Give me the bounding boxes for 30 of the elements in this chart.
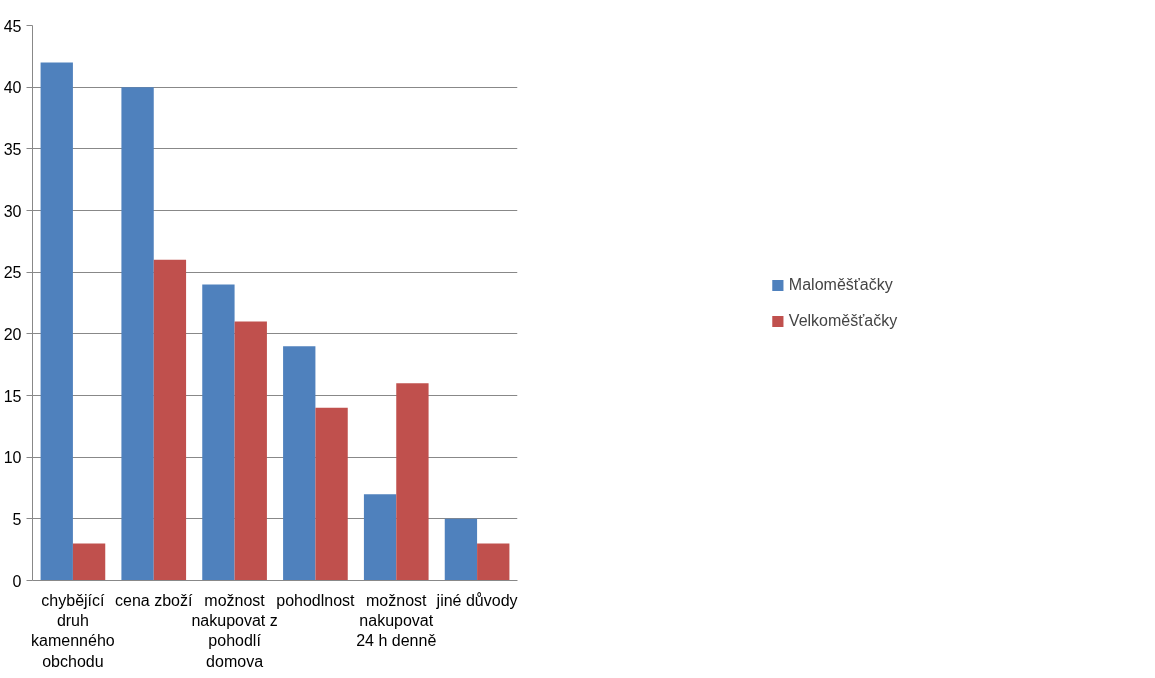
bar [40,62,73,581]
y-tick-label: 5 [12,510,22,528]
x-tick-label: chybějící druh kamenného obchodu [31,591,115,670]
x-tick-label: jiné důvody [435,591,518,609]
bar [234,321,267,581]
x-tick-label: cena zboží [115,591,193,609]
y-tick-label: 35 [3,140,22,158]
x-tick-label: možnost nakupovat z pohodlí domova [191,591,278,670]
bar [283,346,316,581]
bar [363,494,397,581]
bar [153,259,187,581]
bar [315,407,348,581]
y-tick-label: 25 [3,264,22,282]
bar [121,87,154,581]
bar [477,543,510,581]
y-tick-label: 20 [3,325,22,343]
legend-label: Velkoměšťačky [788,311,898,330]
y-tick-label: 15 [3,387,22,405]
x-tick-label: pohodlnost [276,591,356,609]
bar [396,383,429,581]
bar [72,543,106,581]
y-tick-label: 0 [12,572,22,590]
y-tick-label: 40 [3,79,22,97]
y-tick-label: 45 [3,17,22,35]
y-tick-label: 30 [3,202,22,220]
x-tick-label: možnost nakupovat 24 h denně [356,591,437,650]
legend-label: Maloměšťačky [788,275,893,294]
y-tick-label: 10 [3,449,22,467]
bar [444,518,478,581]
bar [202,284,235,581]
